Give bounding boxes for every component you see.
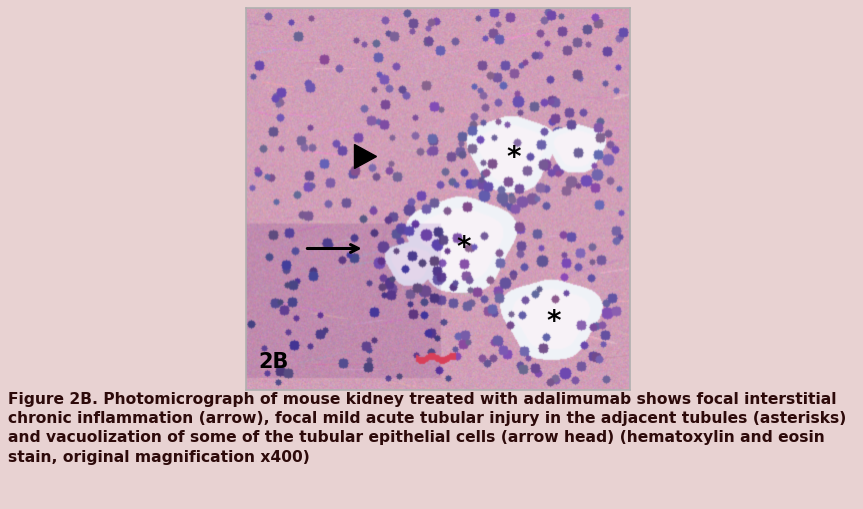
Text: *: * — [457, 234, 470, 262]
Text: *: * — [507, 144, 520, 172]
Text: Figure 2B. Photomicrograph of mouse kidney treated with adalimumab shows focal i: Figure 2B. Photomicrograph of mouse kidn… — [8, 392, 847, 465]
Polygon shape — [355, 145, 376, 168]
Text: 2B: 2B — [259, 353, 289, 373]
Text: *: * — [546, 308, 561, 336]
